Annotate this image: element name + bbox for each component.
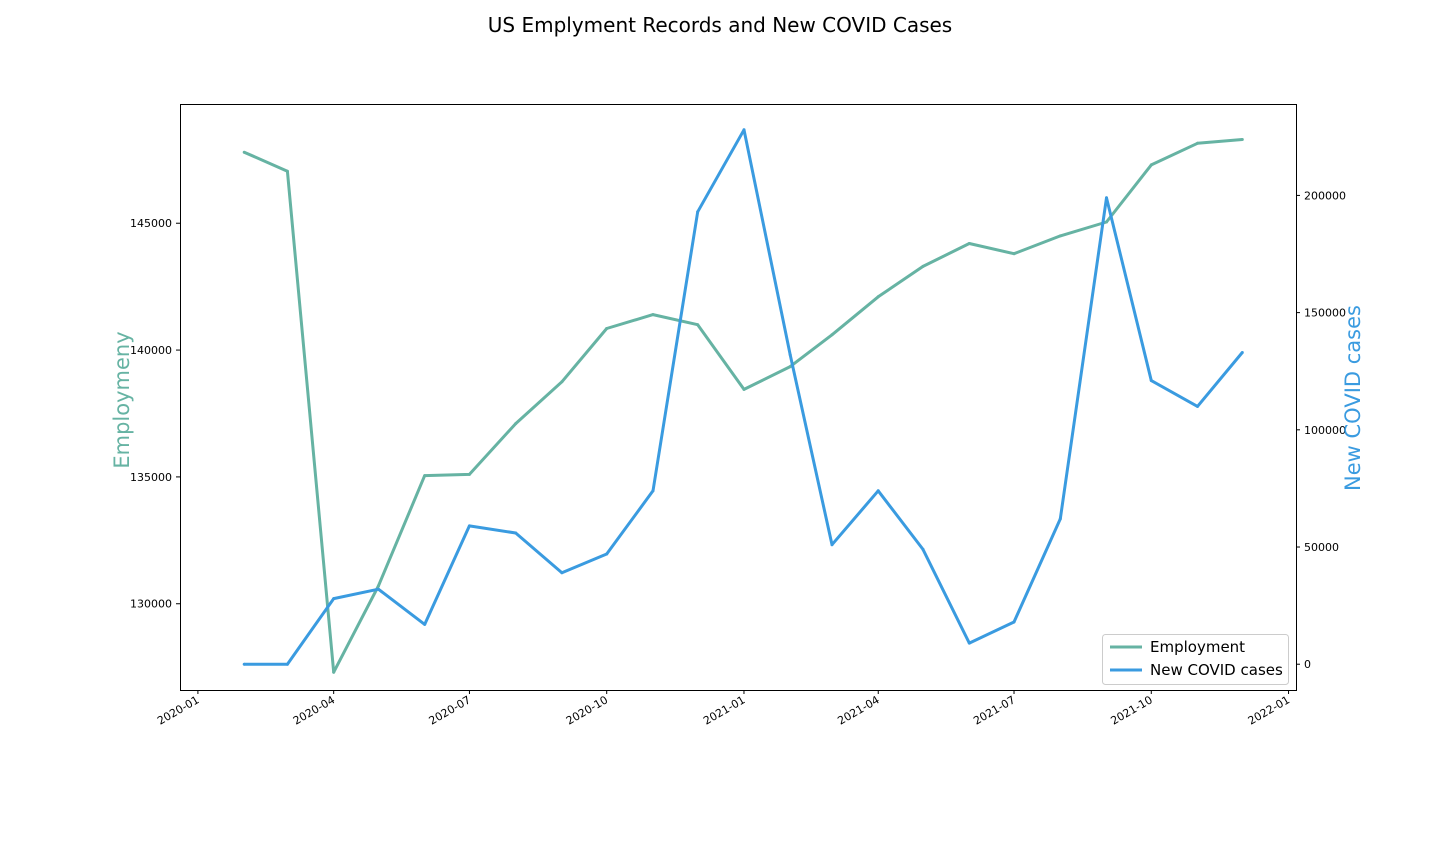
x-tick-label: 2021-01 [701,693,747,727]
data-point-new-covid-cases [514,531,518,535]
data-point-new-covid-cases [921,547,925,551]
data-point-new-covid-cases [467,524,471,528]
data-point-employment [423,474,427,478]
data-point-new-covid-cases [332,597,336,601]
data-point-employment [1058,234,1062,238]
data-point-employment [830,333,834,337]
data-point-new-covid-cases [376,587,380,591]
data-point-employment [605,327,609,330]
data-point-new-covid-cases [788,353,792,357]
data-point-employment [1105,220,1108,224]
data-point-employment [921,264,925,268]
series-line-employment [243,138,1243,674]
data-point-employment [1149,163,1153,167]
left-axis-label: Employmeny [110,331,134,468]
data-point-new-covid-cases [876,489,880,493]
data-point-new-covid-cases [742,128,746,132]
data-point-employment [742,387,746,391]
data-point-employment [560,380,564,384]
legend-box [1102,634,1289,685]
x-axis: 2020-01 2020-04 2020-07 2020-10 2021-01 2021-… [155,690,1292,728]
left-tick-label: 145000 [130,217,172,230]
data-point-employment [376,584,380,588]
x-tick-label: 2021-10 [1108,693,1154,727]
left-tick-label: 135000 [130,471,172,484]
data-point-new-covid-cases [560,571,564,575]
data-point-employment [696,323,700,327]
data-point-new-covid-cases [830,543,834,547]
x-tick-label: 2020-04 [291,693,337,727]
right-tick-label: 50000 [1304,541,1339,554]
data-point-new-covid-cases [696,210,700,214]
data-point-employment [332,670,336,674]
data-point-employment [1240,138,1244,141]
data-point-employment [651,313,655,317]
data-point-new-covid-cases [651,489,655,493]
data-point-new-covid-cases [967,641,971,645]
data-point-new-covid-cases [1196,404,1199,408]
right-tick-label: 200000 [1304,189,1346,202]
data-point-new-covid-cases [242,662,246,666]
data-point-employment [467,472,471,476]
x-tick-label: 2022-01 [1246,693,1292,727]
x-tick-label: 2020-01 [155,693,201,727]
data-point-new-covid-cases [1012,620,1016,624]
data-point-employment [242,150,246,154]
x-tick-label: 2021-04 [835,693,881,727]
data-point-new-covid-cases [1240,351,1244,354]
x-tick-label: 2020-10 [564,693,610,727]
x-tick-label: 2021-07 [971,693,1017,727]
right-tick-label: 0 [1304,658,1311,671]
chart-title: US Emplyment Records and New COVID Cases [488,13,952,37]
data-point-employment [876,295,880,299]
data-point-new-covid-cases [1105,196,1108,200]
series-layer [242,128,1244,674]
legend: Employment New COVID cases [1102,634,1289,685]
data-point-employment [285,169,289,173]
left-y-axis: 130000 135000 140000 145000 [130,217,180,611]
data-point-employment [514,422,518,426]
left-tick-label: 140000 [130,344,172,357]
legend-label-new-covid-cases: New COVID cases [1150,661,1283,679]
right-axis-label: New COVID cases [1341,305,1365,491]
data-point-new-covid-cases [605,552,609,556]
data-point-employment [1196,141,1199,145]
legend-label-employment: Employment [1150,638,1245,656]
right-tick-label: 100000 [1304,424,1346,437]
data-point-new-covid-cases [285,662,289,666]
data-point-employment [967,242,971,245]
x-tick-label: 2020-07 [427,693,473,727]
data-point-employment [788,365,792,369]
data-point-employment [1012,252,1016,256]
data-point-new-covid-cases [423,622,427,626]
data-point-new-covid-cases [1058,517,1062,521]
right-tick-label: 150000 [1304,307,1346,320]
plot-area [180,104,1297,691]
right-y-axis: 0 50000 100000 150000 200000 [1296,189,1346,671]
left-tick-label: 130000 [130,598,172,611]
data-point-new-covid-cases [1149,379,1153,383]
series-line-new-covid-cases [244,128,1244,666]
